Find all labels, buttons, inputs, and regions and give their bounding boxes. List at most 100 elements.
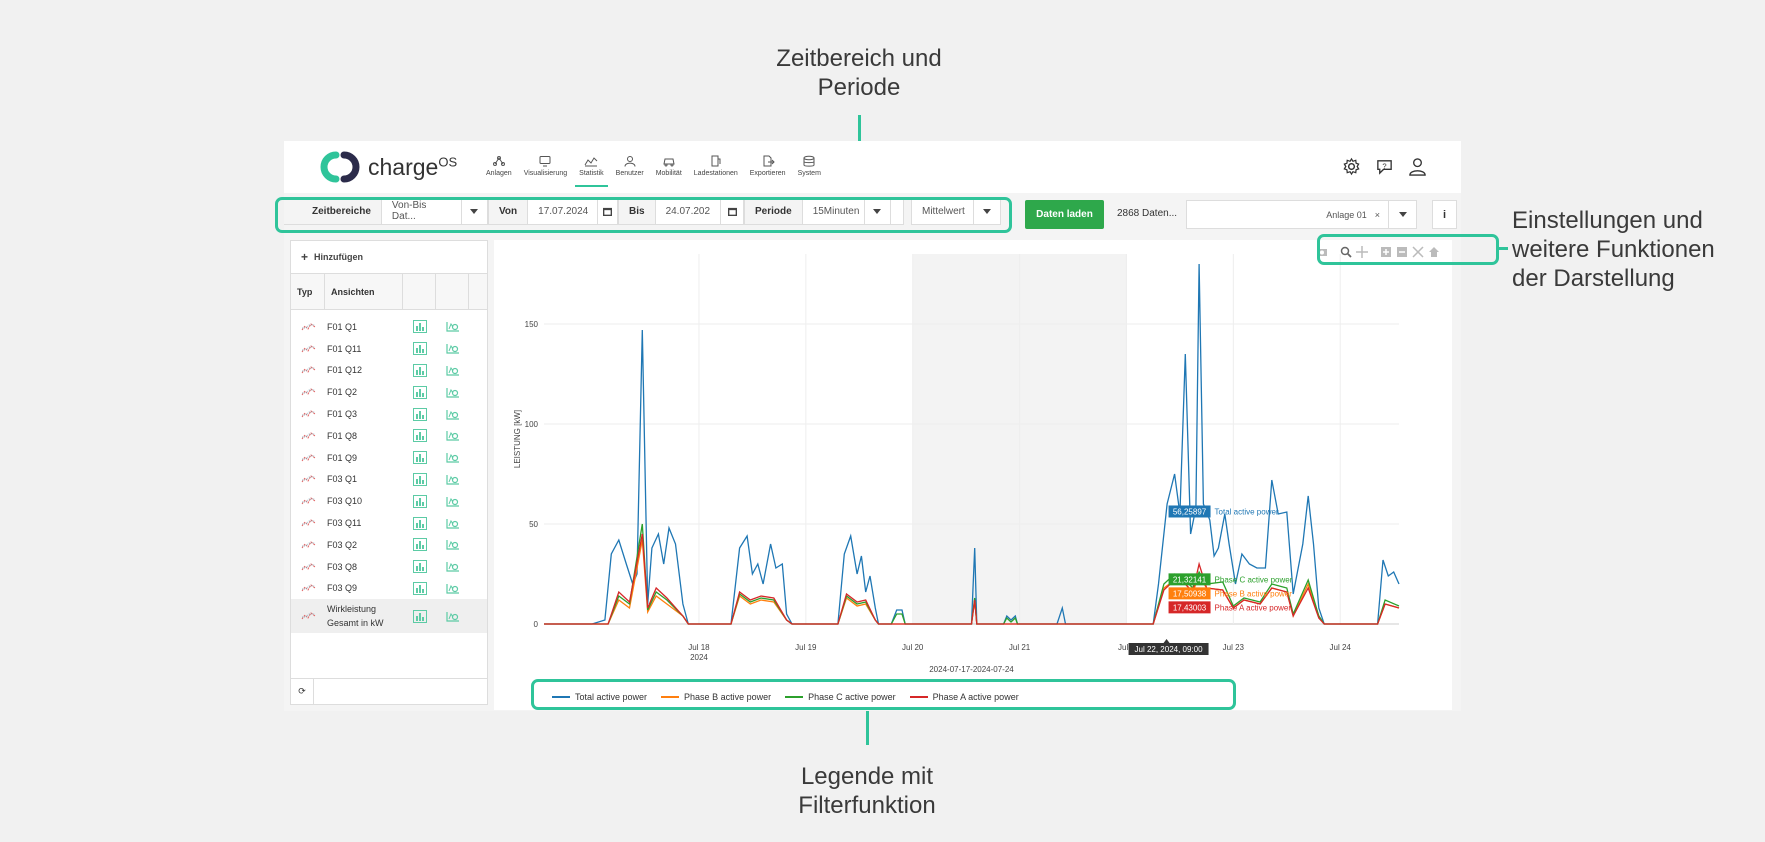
view-list-item[interactable]: F03 Q10 xyxy=(291,490,487,512)
nav-item-visualisierung[interactable]: Visualisierung xyxy=(518,155,573,177)
zoom-out-icon[interactable] xyxy=(1396,245,1408,257)
view-list-item[interactable]: Wirkleistung Gesamt in kW xyxy=(291,599,487,634)
settings-chart-icon[interactable] xyxy=(445,342,460,355)
clear-icon[interactable]: × xyxy=(1374,209,1380,220)
aggregation-dropdown[interactable] xyxy=(974,198,1000,224)
nav-item-system[interactable]: System xyxy=(792,155,827,177)
bar-chart-icon[interactable] xyxy=(412,385,427,399)
view-list-item[interactable]: F01 Q11 xyxy=(291,338,487,360)
gear-icon[interactable] xyxy=(1342,157,1361,176)
bar-chart-icon[interactable] xyxy=(412,363,427,377)
nav-item-ladestationen[interactable]: Ladestationen xyxy=(688,155,744,177)
view-list-item[interactable]: F03 Q1 xyxy=(291,469,487,491)
legend-item[interactable]: Total active power xyxy=(552,692,647,702)
settings-chart-icon[interactable] xyxy=(445,473,460,486)
periode-select[interactable]: 15Minuten xyxy=(803,198,865,224)
legend-label: Phase A active power xyxy=(932,692,1019,702)
view-list-item[interactable]: F01 Q9 xyxy=(291,447,487,469)
hover-series-name: Phase A active power xyxy=(1215,603,1292,612)
pan-icon[interactable] xyxy=(1356,245,1368,258)
settings-chart-icon[interactable] xyxy=(445,408,460,421)
series-line-total-active-power[interactable] xyxy=(544,263,1400,625)
highlight-modebar xyxy=(1317,234,1499,265)
car-icon xyxy=(663,158,675,167)
view-name: Wirkleistung Gesamt in kW xyxy=(327,604,384,629)
hover-x-label: Jul 22, 2024, 09:00 xyxy=(1135,645,1204,654)
bar-chart-icon[interactable] xyxy=(412,451,427,465)
autoscale-icon[interactable] xyxy=(1412,245,1424,258)
legend-item[interactable]: Phase B active power xyxy=(661,692,771,702)
zoom-in-icon[interactable] xyxy=(1380,245,1392,257)
reset-axes-icon[interactable] xyxy=(1428,245,1440,257)
add-view-button[interactable]: + Hinzufügen xyxy=(291,241,487,274)
x-tick-label: Jul 18 xyxy=(688,643,710,652)
legend-item[interactable]: Phase C active power xyxy=(785,692,896,702)
view-list-item[interactable]: F01 Q3 xyxy=(291,403,487,425)
settings-chart-icon[interactable] xyxy=(445,610,460,623)
anlage-select[interactable]: Anlage 01 × xyxy=(1186,200,1417,229)
view-list-item[interactable]: F01 Q2 xyxy=(291,381,487,403)
bar-chart-icon[interactable] xyxy=(412,342,427,356)
settings-chart-icon[interactable] xyxy=(445,364,460,377)
bar-chart-icon[interactable] xyxy=(412,560,427,574)
view-list-item[interactable]: F03 Q8 xyxy=(291,556,487,578)
bar-chart-icon[interactable] xyxy=(412,538,427,552)
refresh-icon[interactable]: ⟳ xyxy=(291,679,314,704)
settings-chart-icon[interactable] xyxy=(445,517,460,530)
view-list-item[interactable]: F03 Q2 xyxy=(291,534,487,556)
legend-label: Phase B active power xyxy=(684,692,772,702)
views-sidebar: + Hinzufügen Typ Ansichten F01 Q1 F01 Q11… xyxy=(290,240,488,705)
settings-chart-icon[interactable] xyxy=(445,429,460,442)
bar-chart-icon[interactable] xyxy=(412,429,427,443)
view-list-item[interactable]: F01 Q8 xyxy=(291,425,487,447)
help-chat-icon[interactable]: ? xyxy=(1375,157,1394,176)
camera-icon[interactable] xyxy=(1316,245,1328,257)
legend-item[interactable]: Phase A active power xyxy=(909,692,1019,702)
daten-laden-button[interactable]: Daten laden xyxy=(1025,200,1104,229)
info-button[interactable]: i xyxy=(1432,200,1457,229)
settings-chart-icon[interactable] xyxy=(445,560,460,573)
zeitbereiche-dropdown[interactable] xyxy=(462,198,488,224)
settings-chart-icon[interactable] xyxy=(445,538,460,551)
anlage-dropdown[interactable] xyxy=(1388,201,1416,228)
hover-series-name: Phase B active power xyxy=(1215,589,1293,598)
hover-value: 56,25897 xyxy=(1173,507,1207,516)
settings-chart-icon[interactable] xyxy=(445,386,460,399)
zeitbereiche-select[interactable]: Von-Bis Dat... xyxy=(382,198,462,224)
bar-chart-icon[interactable] xyxy=(412,609,427,623)
hover-x-pointer xyxy=(1163,639,1170,643)
bar-chart-icon[interactable] xyxy=(412,494,427,508)
bis-calendar-button[interactable] xyxy=(721,198,743,224)
nav-item-mobilität[interactable]: Mobilität xyxy=(650,155,688,177)
bis-date-input[interactable]: 24.07.202 xyxy=(656,198,722,224)
user-icon[interactable] xyxy=(1408,157,1427,176)
add-view-label: Hinzufügen xyxy=(314,252,364,262)
bar-chart-icon[interactable] xyxy=(412,472,427,486)
nav-label: Exportieren xyxy=(749,170,786,177)
view-list-item[interactable]: F01 Q12 xyxy=(291,360,487,382)
view-list-item[interactable]: F01 Q1 xyxy=(291,316,487,338)
settings-chart-icon[interactable] xyxy=(445,451,460,464)
x-tick-label: Jul 20 xyxy=(902,643,924,652)
series-line-phase-a-active-power[interactable] xyxy=(544,533,1400,625)
bar-chart-icon[interactable] xyxy=(412,581,427,595)
view-list-item[interactable]: F03 Q11 xyxy=(291,512,487,534)
settings-chart-icon[interactable] xyxy=(445,320,460,333)
nav-item-benutzer[interactable]: Benutzer xyxy=(610,155,650,177)
nav-item-statistik[interactable]: Statistik xyxy=(573,155,610,187)
settings-chart-icon[interactable] xyxy=(445,582,460,595)
settings-chart-icon[interactable] xyxy=(445,495,460,508)
von-calendar-button[interactable] xyxy=(598,198,617,224)
view-list-item[interactable]: F03 Q9 xyxy=(291,578,487,600)
nav-item-exportieren[interactable]: Exportieren xyxy=(744,155,792,177)
aggregation-select[interactable]: Mittelwert xyxy=(912,198,974,224)
zoom-icon[interactable] xyxy=(1340,245,1352,258)
bar-chart-icon[interactable] xyxy=(412,516,427,530)
von-date-input[interactable]: 17.07.2024 xyxy=(528,198,599,224)
bar-chart-icon[interactable] xyxy=(412,407,427,421)
nav-item-anlagen[interactable]: Anlagen xyxy=(480,155,518,177)
monitor-icon xyxy=(539,156,551,167)
periode-dropdown[interactable] xyxy=(865,198,891,224)
bar-chart-icon[interactable] xyxy=(412,320,427,334)
